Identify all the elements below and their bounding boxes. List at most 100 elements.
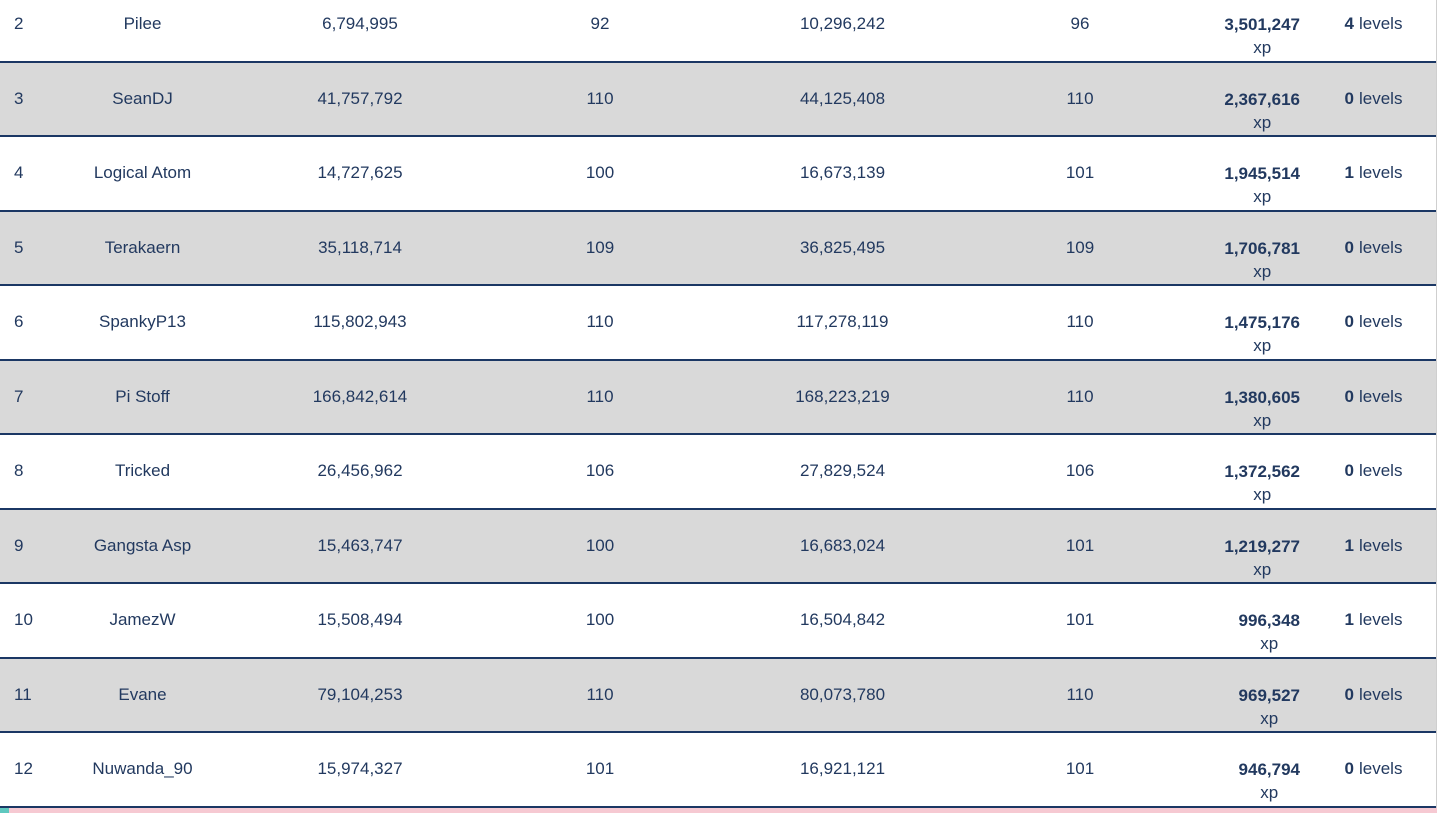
starting-xp: 15,508,494 [317, 610, 403, 630]
gained-levels-value: 0 [1344, 684, 1354, 704]
gained-xp-value: 2,367,616 [1224, 89, 1300, 109]
rank-cell: 4 [14, 163, 24, 183]
gained-xp-block: 946,794 xp [1239, 758, 1300, 804]
gained-xp-value: 969,527 [1238, 685, 1300, 705]
gained-levels-cell: 4 levels [1310, 13, 1437, 35]
current-xp: 16,504,842 [799, 610, 886, 630]
starting-level: 101 [585, 759, 615, 779]
table-row: 8 Tricked 26,456,962 106 27,829,524 106 … [0, 435, 1436, 510]
gained-xp-cell: 1,945,514 xp [1185, 150, 1310, 206]
gained-levels-value: 0 [1344, 88, 1354, 108]
levels-unit-label: levels [1359, 163, 1403, 183]
xp-unit-label: xp [1260, 783, 1279, 803]
gained-xp-cell: 969,527 xp [1185, 672, 1310, 728]
gained-levels-value: 1 [1344, 610, 1354, 630]
starting-xp: 14,727,625 [317, 163, 403, 183]
starting-xp: 79,104,253 [317, 684, 403, 704]
gained-levels-cell: 0 levels [1310, 460, 1437, 482]
gained-levels-cell: 1 levels [1310, 162, 1437, 184]
xp-unit-label: xp [1253, 187, 1272, 207]
gained-xp-cell: 1,706,781 xp [1185, 225, 1310, 281]
starting-level: 110 [586, 312, 614, 332]
player-name[interactable]: Gangsta Asp [93, 535, 192, 555]
xp-unit-label: xp [1253, 485, 1272, 505]
gained-xp-value: 1,945,514 [1224, 164, 1300, 184]
rank-cell: 11 [14, 684, 32, 704]
gained-xp-value: 3,501,247 [1224, 15, 1300, 35]
starting-level: 110 [586, 684, 614, 704]
table-row: 4 Logical Atom 14,727,625 100 16,673,139… [0, 137, 1436, 212]
current-level: 110 [1066, 684, 1094, 704]
starting-xp: 6,794,995 [322, 14, 398, 34]
current-level: 101 [1065, 610, 1095, 630]
gained-xp-block: 969,527 xp [1239, 684, 1300, 730]
gained-xp-block: 1,945,514 xp [1224, 162, 1300, 208]
gained-xp-value: 1,706,781 [1224, 238, 1300, 258]
rank-cell: 3 [14, 88, 24, 108]
current-xp: 10,296,242 [799, 14, 886, 34]
gained-levels-cell: 0 levels [1310, 758, 1437, 780]
starting-xp: 41,757,792 [317, 88, 403, 108]
starting-level: 92 [590, 14, 610, 34]
current-level: 110 [1066, 312, 1094, 332]
gained-levels-value: 0 [1344, 237, 1354, 257]
rank-cell: 2 [14, 14, 24, 34]
current-xp: 27,829,524 [799, 461, 886, 481]
player-name[interactable]: Terakaern [104, 237, 181, 257]
starting-xp: 35,118,714 [318, 237, 402, 257]
gained-levels-value: 1 [1344, 163, 1354, 183]
gained-xp-block: 2,367,616 xp [1224, 88, 1300, 134]
gained-xp-value: 1,219,277 [1224, 536, 1300, 556]
starting-level: 109 [585, 237, 615, 257]
player-name[interactable]: Evane [118, 684, 167, 704]
gained-xp-cell: 1,219,277 xp [1185, 523, 1310, 579]
starting-xp: 166,842,614 [312, 386, 408, 406]
gained-xp-cell: 1,372,562 xp [1185, 448, 1310, 504]
gained-levels-value: 1 [1344, 535, 1354, 555]
gained-levels-value: 0 [1344, 312, 1354, 332]
player-name[interactable]: Pi Stoff [115, 386, 170, 406]
gained-xp-cell: 996,348 xp [1185, 597, 1310, 653]
starting-level: 106 [585, 461, 615, 481]
table-row: 11 Evane 79,104,253 110 80,073,780 110 9… [0, 658, 1437, 733]
starting-level: 100 [585, 610, 615, 630]
xp-unit-label: xp [1253, 336, 1272, 356]
player-name[interactable]: Nuwanda_90 [92, 759, 193, 779]
gained-xp-block: 1,372,562 xp [1224, 460, 1300, 506]
starting-xp: 15,974,327 [317, 759, 403, 779]
player-name[interactable]: SeanDJ [112, 88, 173, 108]
player-name[interactable]: JamezW [109, 610, 176, 630]
table-row: 12 Nuwanda_90 15,974,327 101 16,921,121 … [0, 733, 1436, 808]
player-name[interactable]: Logical Atom [93, 163, 192, 183]
rank-cell: 9 [14, 535, 24, 555]
starting-level: 100 [585, 163, 615, 183]
current-xp: 117,278,119 [796, 312, 889, 332]
xp-unit-label: xp [1260, 634, 1279, 654]
starting-xp: 26,456,962 [317, 461, 403, 481]
gained-levels-value: 0 [1344, 461, 1354, 481]
starting-xp: 15,463,747 [317, 535, 403, 555]
current-xp: 44,125,408 [799, 88, 886, 108]
table-row: 9 Gangsta Asp 15,463,747 100 16,683,024 … [0, 509, 1436, 584]
current-level: 109 [1065, 237, 1095, 257]
levels-unit-label: levels [1359, 237, 1403, 257]
levels-unit-label: levels [1359, 535, 1403, 555]
player-name[interactable]: SpankyP13 [99, 312, 186, 332]
gained-xp-cell: 1,380,605 xp [1185, 374, 1310, 430]
current-xp: 16,683,024 [799, 535, 886, 555]
current-level: 101 [1065, 535, 1095, 555]
current-xp: 16,673,139 [799, 163, 886, 183]
gained-xp-value: 1,380,605 [1224, 387, 1300, 407]
xp-unit-label: xp [1253, 261, 1272, 281]
gained-xp-value: 946,794 [1238, 760, 1300, 780]
xp-unit-label: xp [1253, 410, 1272, 430]
gained-xp-cell: 3,501,247 xp [1185, 1, 1310, 57]
player-name[interactable]: Tricked [114, 461, 171, 481]
gained-levels-cell: 0 levels [1310, 684, 1437, 706]
gained-levels-value: 0 [1344, 386, 1354, 406]
levels-unit-label: levels [1359, 684, 1403, 704]
player-name[interactable]: Pilee [123, 14, 162, 34]
gained-xp-cell: 1,475,176 xp [1185, 299, 1310, 355]
gained-levels-cell: 0 levels [1310, 386, 1437, 408]
levels-unit-label: levels [1359, 461, 1403, 481]
